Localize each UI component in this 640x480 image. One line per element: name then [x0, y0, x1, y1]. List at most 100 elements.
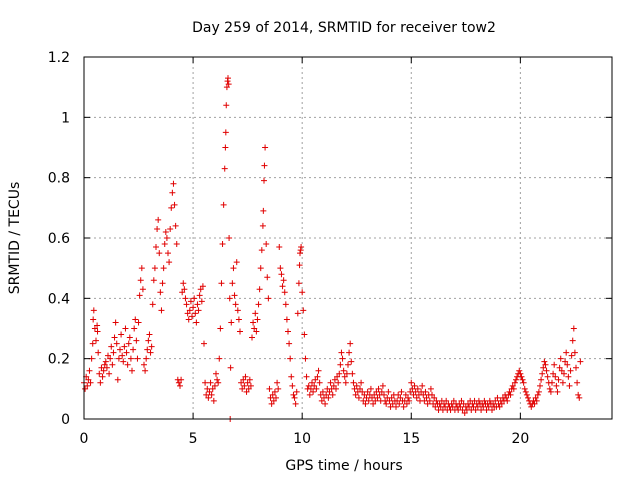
- data-point: [244, 379, 251, 386]
- data-point: [542, 361, 549, 368]
- data-point: [450, 397, 457, 404]
- data-point: [567, 367, 574, 374]
- data-point: [285, 328, 291, 335]
- data-point: [319, 388, 326, 395]
- data-point: [256, 286, 263, 293]
- data-point: [85, 376, 92, 383]
- data-point: [516, 367, 523, 374]
- y-tick-label: 0.6: [48, 231, 70, 247]
- data-point: [155, 216, 162, 223]
- data-point: [571, 349, 578, 356]
- x-tick-label: 5: [189, 431, 198, 447]
- data-point: [537, 382, 543, 389]
- data-point: [141, 361, 147, 368]
- data-point: [105, 352, 111, 359]
- data-point: [541, 358, 548, 365]
- data-point: [513, 376, 519, 383]
- data-point: [350, 379, 357, 386]
- data-point: [125, 340, 132, 347]
- data-point: [423, 394, 430, 401]
- data-point: [554, 388, 561, 395]
- data-point: [275, 385, 282, 392]
- data-point: [343, 370, 350, 377]
- data-point: [211, 382, 218, 389]
- data-point: [180, 280, 187, 287]
- data-point: [305, 382, 312, 389]
- data-point: [302, 355, 309, 362]
- data-point: [372, 397, 379, 404]
- data-point: [253, 328, 260, 335]
- y-tick-label: 0.2: [48, 352, 70, 368]
- data-point: [481, 397, 488, 404]
- data-point: [568, 352, 575, 359]
- data-point: [247, 382, 254, 389]
- data-point: [138, 265, 145, 272]
- data-point: [348, 358, 355, 365]
- data-point: [91, 325, 98, 332]
- data-point: [286, 340, 293, 347]
- data-point: [528, 403, 535, 410]
- data-point: [412, 388, 419, 395]
- data-point: [381, 391, 387, 398]
- data-point: [206, 388, 213, 395]
- data-point: [114, 376, 121, 383]
- x-tick-label: 0: [80, 431, 89, 447]
- data-point: [241, 382, 248, 389]
- data-point: [283, 316, 290, 323]
- data-point: [365, 397, 372, 404]
- data-point: [183, 301, 190, 308]
- data-point: [274, 379, 281, 386]
- data-point: [111, 334, 118, 341]
- data-point: [429, 391, 435, 398]
- data-point: [323, 391, 330, 398]
- data-point: [498, 400, 505, 407]
- data-point: [558, 367, 565, 374]
- data-point: [205, 394, 212, 401]
- data-point: [184, 310, 191, 317]
- data-point: [407, 388, 414, 395]
- data-point: [246, 376, 253, 383]
- data-point: [410, 391, 417, 398]
- data-point: [331, 376, 338, 383]
- data-point: [203, 391, 210, 398]
- data-point: [161, 241, 168, 248]
- data-point: [523, 391, 530, 398]
- data-point: [163, 235, 170, 241]
- data-point: [395, 391, 402, 398]
- data-point: [273, 394, 279, 401]
- data-point: [483, 406, 490, 413]
- data-point: [535, 388, 542, 395]
- data-point: [496, 403, 503, 410]
- data-point: [122, 325, 129, 332]
- data-point: [510, 385, 517, 392]
- data-point: [519, 376, 526, 383]
- chart-title: Day 259 of 2014, SRMTID for receiver tow…: [192, 20, 496, 36]
- data-point: [149, 301, 156, 308]
- data-point: [110, 349, 117, 356]
- data-point: [130, 346, 137, 353]
- data-point: [221, 165, 228, 172]
- data-point: [173, 241, 180, 248]
- data-point: [409, 385, 416, 392]
- data-point: [341, 373, 348, 380]
- data-point: [142, 367, 149, 374]
- data-point: [361, 391, 368, 398]
- data-point: [192, 310, 199, 317]
- data-point: [388, 394, 395, 401]
- data-point: [297, 250, 303, 257]
- data-point: [242, 373, 249, 380]
- data-point: [289, 382, 296, 389]
- data-point: [351, 385, 358, 392]
- data-point: [223, 102, 230, 109]
- data-point: [121, 343, 128, 350]
- data-point: [566, 382, 573, 389]
- data-point: [233, 259, 240, 266]
- data-point: [134, 355, 141, 362]
- data-point: [181, 286, 188, 293]
- data-point: [185, 316, 192, 323]
- data-point: [265, 295, 272, 302]
- data-point: [147, 349, 154, 356]
- data-point: [257, 265, 264, 272]
- data-point: [472, 406, 479, 413]
- data-point: [337, 361, 344, 368]
